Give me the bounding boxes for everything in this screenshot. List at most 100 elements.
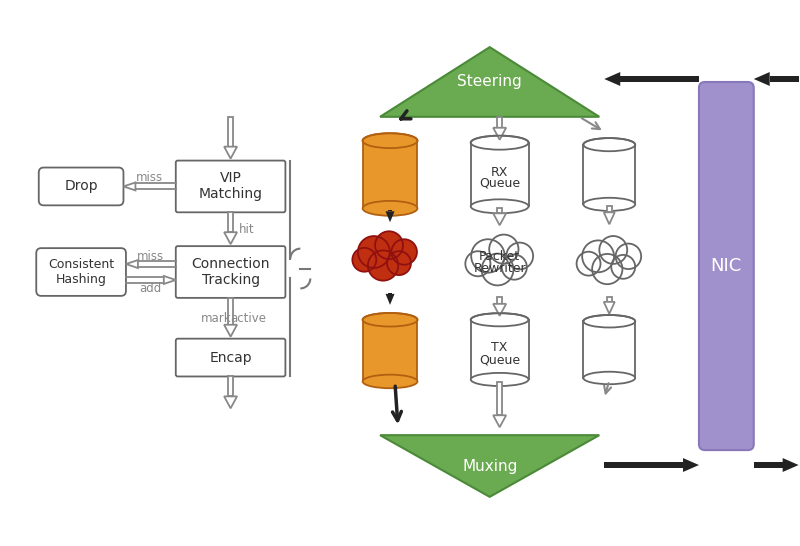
- Polygon shape: [770, 76, 798, 82]
- Ellipse shape: [583, 372, 635, 384]
- Polygon shape: [497, 297, 502, 304]
- Polygon shape: [386, 211, 394, 222]
- Polygon shape: [493, 213, 506, 225]
- Polygon shape: [362, 320, 418, 382]
- Polygon shape: [362, 141, 418, 209]
- Ellipse shape: [583, 315, 635, 328]
- Text: add: add: [140, 282, 162, 295]
- Polygon shape: [228, 212, 233, 232]
- Polygon shape: [126, 260, 138, 268]
- FancyBboxPatch shape: [176, 246, 286, 298]
- Text: Consistent: Consistent: [48, 258, 114, 271]
- Text: Drop: Drop: [64, 180, 98, 193]
- Circle shape: [368, 251, 398, 281]
- Polygon shape: [606, 206, 612, 212]
- Text: RX: RX: [491, 166, 508, 179]
- Polygon shape: [386, 294, 394, 305]
- Polygon shape: [224, 232, 237, 244]
- Circle shape: [391, 239, 417, 265]
- Circle shape: [466, 251, 490, 276]
- Polygon shape: [224, 147, 237, 158]
- Ellipse shape: [470, 135, 529, 150]
- Polygon shape: [583, 321, 635, 378]
- Text: VIP: VIP: [220, 171, 242, 186]
- Text: Steering: Steering: [458, 74, 522, 90]
- Polygon shape: [470, 143, 529, 206]
- Polygon shape: [228, 298, 233, 325]
- Polygon shape: [228, 377, 233, 396]
- Polygon shape: [606, 297, 612, 302]
- Polygon shape: [604, 72, 620, 86]
- Text: Queue: Queue: [479, 177, 520, 190]
- Text: miss: miss: [136, 171, 163, 184]
- Polygon shape: [493, 416, 506, 427]
- Circle shape: [471, 239, 505, 272]
- Text: Matching: Matching: [198, 187, 262, 201]
- Circle shape: [358, 236, 390, 268]
- FancyBboxPatch shape: [38, 168, 123, 205]
- Polygon shape: [497, 117, 502, 128]
- Polygon shape: [228, 117, 233, 147]
- Polygon shape: [224, 396, 237, 408]
- Ellipse shape: [362, 313, 418, 327]
- Polygon shape: [497, 382, 502, 416]
- Circle shape: [599, 236, 627, 264]
- FancyBboxPatch shape: [36, 248, 126, 296]
- Text: Queue: Queue: [479, 353, 520, 366]
- Polygon shape: [493, 304, 506, 316]
- Text: mark: mark: [202, 312, 232, 325]
- Polygon shape: [754, 462, 782, 468]
- FancyBboxPatch shape: [699, 82, 754, 450]
- Circle shape: [611, 255, 635, 279]
- Polygon shape: [123, 182, 135, 191]
- Text: miss: miss: [138, 250, 165, 263]
- Polygon shape: [782, 458, 798, 472]
- Text: Connection: Connection: [191, 257, 270, 271]
- Polygon shape: [754, 72, 770, 86]
- Text: Tracking: Tracking: [202, 273, 260, 287]
- Circle shape: [582, 240, 614, 272]
- Text: Encap: Encap: [210, 351, 252, 365]
- Polygon shape: [604, 302, 614, 314]
- Ellipse shape: [470, 199, 529, 213]
- Polygon shape: [470, 320, 529, 379]
- Polygon shape: [604, 212, 614, 224]
- Polygon shape: [620, 76, 699, 82]
- Text: Rewriter: Rewriter: [474, 262, 526, 275]
- Ellipse shape: [362, 375, 418, 388]
- Ellipse shape: [470, 313, 529, 327]
- Text: Muxing: Muxing: [462, 459, 518, 473]
- Polygon shape: [604, 462, 683, 468]
- Text: TX: TX: [491, 341, 508, 354]
- Circle shape: [352, 248, 376, 272]
- FancyBboxPatch shape: [176, 339, 286, 377]
- Circle shape: [616, 244, 641, 269]
- Ellipse shape: [583, 138, 635, 151]
- Polygon shape: [164, 276, 176, 284]
- Polygon shape: [388, 293, 392, 294]
- Polygon shape: [224, 325, 237, 337]
- Polygon shape: [388, 210, 392, 211]
- Polygon shape: [497, 209, 502, 213]
- Circle shape: [482, 254, 514, 286]
- Circle shape: [387, 251, 411, 275]
- Polygon shape: [380, 47, 599, 117]
- Text: Packet: Packet: [479, 250, 520, 263]
- Circle shape: [502, 254, 527, 280]
- Circle shape: [489, 235, 518, 264]
- Circle shape: [375, 232, 403, 259]
- Ellipse shape: [583, 198, 635, 211]
- Polygon shape: [493, 128, 506, 140]
- Ellipse shape: [362, 133, 418, 148]
- Circle shape: [577, 252, 601, 276]
- Text: Hashing: Hashing: [56, 274, 106, 287]
- Text: NIC: NIC: [710, 257, 742, 275]
- Text: hit: hit: [238, 223, 254, 236]
- Polygon shape: [683, 458, 699, 472]
- Ellipse shape: [362, 201, 418, 216]
- Polygon shape: [583, 145, 635, 204]
- FancyBboxPatch shape: [176, 161, 286, 212]
- Text: active: active: [230, 312, 266, 325]
- Polygon shape: [380, 435, 599, 497]
- Circle shape: [506, 242, 533, 269]
